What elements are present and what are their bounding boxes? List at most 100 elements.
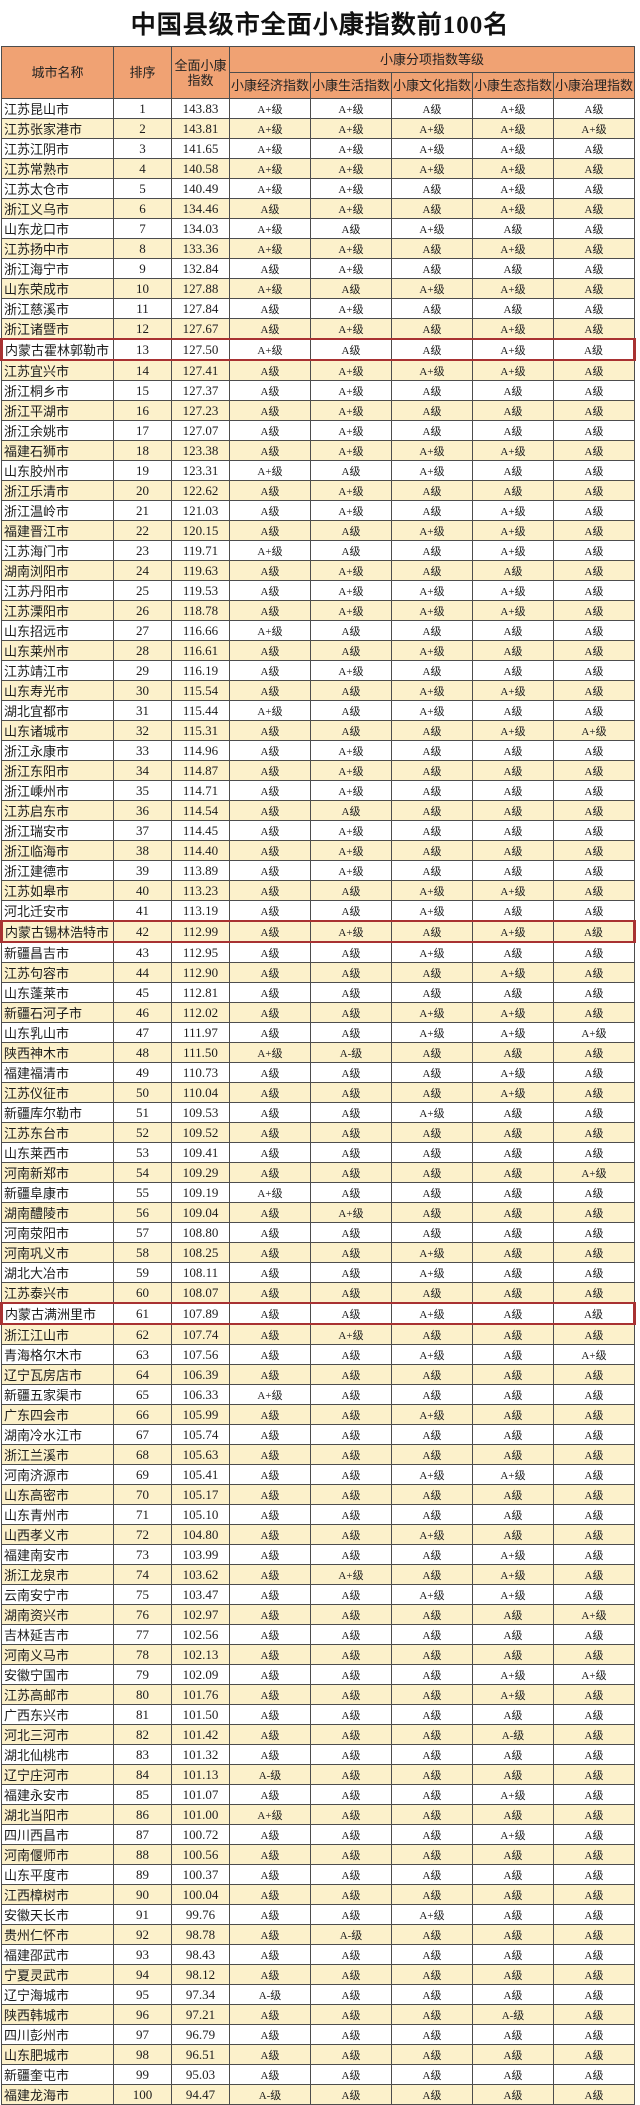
- city-cell: 辽宁海城市: [1, 1984, 114, 2005]
- grade-cell: A级: [552, 2004, 636, 2025]
- grade-cell: A级: [229, 1162, 311, 1183]
- city-cell: 浙江海宁市: [1, 258, 114, 279]
- grade-cell: A级: [552, 218, 636, 239]
- grade-cell: A级: [229, 840, 311, 861]
- grade-cell: A级: [229, 680, 311, 701]
- grade-cell: A级: [229, 580, 311, 601]
- index-cell: 107.89: [171, 1302, 230, 1325]
- city-cell: 安徽天长市: [1, 1904, 114, 1925]
- table-row: 内蒙古霍林郭勒市 13 127.50 A+级 A级 A级 A+级 A级: [0, 338, 637, 361]
- grade-cell: A级: [229, 1102, 311, 1123]
- index-cell: 101.42: [171, 1724, 230, 1745]
- table-row: 辽宁海城市 95 97.34 A-级 A级 A级 A级 A级: [1, 1984, 636, 2005]
- table-row: 江苏张家港市 2 143.81 A+级 A+级 A+级 A+级 A+级: [1, 118, 636, 139]
- index-cell: 108.80: [171, 1222, 230, 1243]
- city-cell: 浙江临海市: [1, 840, 114, 861]
- city-cell: 福建石狮市: [1, 440, 114, 461]
- grade-cell: A+级: [391, 580, 473, 601]
- grade-cell: A级: [391, 660, 473, 681]
- table-row: 山东寿光市 30 115.54 A级 A级 A+级 A+级 A级: [1, 680, 636, 701]
- grade-cell: A+级: [391, 1404, 473, 1425]
- table-row: 四川西昌市 87 100.72 A级 A级 A级 A+级 A级: [1, 1824, 636, 1845]
- grade-cell: A级: [229, 420, 311, 441]
- grade-cell: A级: [552, 1142, 636, 1163]
- grade-cell: A级: [552, 560, 636, 581]
- index-cell: 108.25: [171, 1242, 230, 1263]
- index-cell: 133.36: [171, 238, 230, 259]
- grade-cell: A级: [391, 1624, 473, 1645]
- table-row: 浙江平湖市 16 127.23 A级 A+级 A级 A级 A级: [1, 400, 636, 421]
- index-cell: 134.46: [171, 198, 230, 219]
- index-cell: 109.04: [171, 1202, 230, 1223]
- rank-cell: 51: [113, 1102, 172, 1123]
- grade-cell: A级: [552, 1684, 636, 1705]
- city-cell: 河南济源市: [1, 1464, 114, 1485]
- city-cell: 安徽宁国市: [1, 1664, 114, 1685]
- table-row: 山东乳山市 47 111.97 A级 A级 A+级 A+级 A+级: [1, 1022, 636, 1043]
- rank-cell: 26: [113, 600, 172, 621]
- col-header-rank: 排序: [113, 46, 172, 99]
- index-cell: 119.63: [171, 560, 230, 581]
- table-row: 河南偃师市 88 100.56 A级 A级 A级 A级 A级: [1, 1844, 636, 1865]
- grade-cell: A级: [310, 1844, 392, 1865]
- grade-cell: A级: [310, 1824, 392, 1845]
- grade-cell: A级: [229, 720, 311, 741]
- city-cell: 江苏句容市: [1, 962, 114, 983]
- grade-cell: A级: [552, 298, 636, 319]
- grade-cell: A级: [472, 420, 554, 441]
- table-row: 江苏扬中市 8 133.36 A+级 A+级 A级 A+级 A级: [1, 238, 636, 259]
- city-cell: 辽宁庄河市: [1, 1764, 114, 1785]
- table-row: 浙江江山市 62 107.74 A级 A+级 A级 A级 A级: [1, 1323, 636, 1345]
- col-header-subindex-group: 小康分项指数等级: [228, 46, 636, 73]
- rank-cell: 95: [113, 1984, 172, 2005]
- city-cell: 新疆石河子市: [1, 1002, 114, 1023]
- grade-cell: A+级: [310, 1323, 392, 1345]
- index-cell: 127.37: [171, 380, 230, 401]
- index-cell: 101.50: [171, 1704, 230, 1725]
- rank-cell: 31: [113, 700, 172, 721]
- grade-cell: A级: [391, 560, 473, 581]
- index-cell: 132.84: [171, 258, 230, 279]
- grade-cell: A级: [391, 1604, 473, 1625]
- city-cell: 江苏海门市: [1, 540, 114, 561]
- grade-cell: A+级: [310, 480, 392, 501]
- grade-cell: A+级: [310, 500, 392, 521]
- index-cell: 123.31: [171, 460, 230, 481]
- table-row: 福建晋江市 22 120.15 A级 A级 A+级 A+级 A级: [1, 520, 636, 541]
- rank-cell: 63: [113, 1344, 172, 1365]
- rank-cell: 52: [113, 1122, 172, 1143]
- rank-cell: 46: [113, 1002, 172, 1023]
- city-cell: 贵州仁怀市: [1, 1924, 114, 1945]
- grade-cell: A级: [310, 1544, 392, 1565]
- rank-cell: 62: [113, 1323, 172, 1345]
- grade-cell: A级: [229, 2044, 311, 2065]
- grade-cell: A级: [552, 1904, 636, 1925]
- index-cell: 100.72: [171, 1824, 230, 1845]
- table-row: 江苏高邮市 80 101.76 A级 A级 A级 A+级 A级: [1, 1684, 636, 1705]
- grade-cell: A级: [472, 1042, 554, 1063]
- rank-cell: 43: [113, 941, 172, 963]
- index-cell: 127.84: [171, 298, 230, 319]
- grade-cell: A级: [472, 1444, 554, 1465]
- grade-cell: A+级: [310, 400, 392, 421]
- grade-cell: A级: [552, 1202, 636, 1223]
- grade-cell: A级: [391, 1122, 473, 1143]
- index-cell: 109.19: [171, 1182, 230, 1203]
- table-row: 新疆五家渠市 65 106.33 A+级 A级 A级 A级 A级: [1, 1384, 636, 1405]
- table-row: 江苏泰兴市 60 108.07 A级 A级 A级 A级 A级: [1, 1282, 636, 1304]
- index-cell: 99.76: [171, 1904, 230, 1925]
- index-cell: 94.47: [171, 2084, 230, 2105]
- grade-cell: A级: [391, 1424, 473, 1445]
- grade-cell: A级: [552, 318, 636, 340]
- table-row: 河南荥阳市 57 108.80 A级 A级 A级 A级 A级: [1, 1222, 636, 1243]
- grade-cell: A级: [229, 359, 311, 381]
- grade-cell: A级: [552, 258, 636, 279]
- grade-cell: A级: [391, 982, 473, 1003]
- city-cell: 浙江东阳市: [1, 760, 114, 781]
- grade-cell: A级: [472, 740, 554, 761]
- grade-cell: A+级: [310, 298, 392, 319]
- table-row: 新疆奎屯市 99 95.03 A级 A级 A级 A级 A级: [1, 2064, 636, 2085]
- grade-cell: A级: [310, 1704, 392, 1725]
- grade-cell: A+级: [472, 318, 554, 340]
- grade-cell: A级: [552, 1944, 636, 1965]
